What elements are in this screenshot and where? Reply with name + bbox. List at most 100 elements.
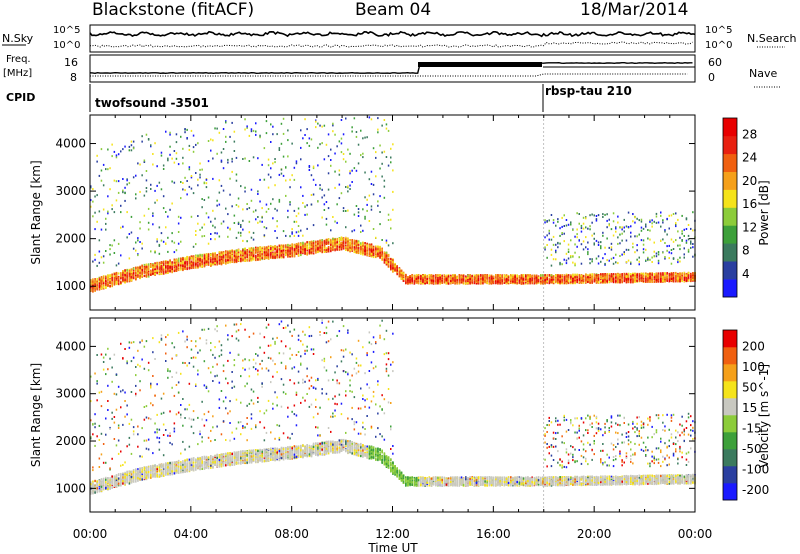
echo-cell	[274, 245, 276, 248]
echo-cell	[340, 151, 343, 154]
echo-cell	[287, 251, 289, 254]
echo-cell	[501, 282, 503, 285]
echo-cell	[184, 267, 186, 270]
echo-cell	[306, 128, 308, 131]
echo-cell	[130, 273, 133, 276]
echo-cell	[197, 215, 199, 217]
echo-cell	[270, 123, 272, 126]
echo-cell	[495, 274, 497, 277]
echo-cell	[400, 271, 403, 274]
echo-cell	[430, 274, 433, 277]
echo-cell	[300, 246, 302, 249]
echo-cell	[323, 243, 326, 247]
echo-cell	[482, 274, 484, 277]
echo-cell	[454, 282, 456, 285]
echo-cell	[325, 239, 328, 242]
echo-cell	[98, 239, 101, 242]
echo-cell	[171, 263, 173, 266]
cpid-label: CPID	[6, 91, 35, 104]
echo-cell	[240, 255, 242, 258]
echo-cell	[120, 150, 122, 153]
echo-cell	[207, 261, 210, 264]
echo-cell	[390, 264, 392, 267]
echo-cell	[387, 244, 390, 247]
echo-cell	[291, 174, 293, 177]
echo-cell	[231, 252, 233, 255]
echo-cell	[233, 260, 236, 263]
echo-cell	[308, 242, 311, 245]
echo-cell	[377, 200, 379, 203]
echo-cell	[199, 262, 201, 265]
echo-cell	[156, 184, 158, 187]
echo-cell	[98, 261, 101, 264]
echo-cell	[195, 243, 197, 246]
echo-cell	[242, 208, 244, 211]
echo-cell	[145, 187, 148, 189]
echo-cell	[270, 252, 272, 255]
echo-cell	[128, 233, 131, 235]
echo-cell	[372, 183, 375, 186]
echo-cell	[201, 265, 203, 268]
echo-cell	[214, 127, 216, 130]
echo-cell	[188, 148, 191, 151]
echo-cell	[205, 262, 208, 266]
echo-cell	[216, 199, 218, 202]
echo-cell	[379, 144, 381, 147]
echo-cell	[282, 117, 285, 120]
summary-panels: N.Sky N.Search 10^5 10^0 10^5 10^0 Freq.…	[2, 24, 797, 112]
echo-cell	[291, 232, 293, 235]
echo-cell	[392, 190, 394, 193]
echo-cell	[175, 260, 178, 264]
echo-cell	[503, 274, 506, 277]
echo-cell	[96, 277, 98, 281]
echo-cell	[347, 209, 349, 212]
echo-cell	[456, 275, 458, 278]
echo-cell	[280, 244, 283, 247]
echo-cell	[370, 254, 373, 257]
echo-cell	[334, 220, 336, 223]
echo-cell	[276, 220, 278, 223]
echo-cell	[117, 153, 120, 156]
echo-cell	[351, 230, 353, 233]
echo-cell	[102, 261, 105, 264]
echo-cell	[242, 158, 244, 160]
echo-cell	[276, 133, 278, 136]
echo-cell	[165, 265, 167, 268]
echo-cell	[128, 277, 131, 280]
echo-cell	[124, 271, 126, 274]
echo-cell	[357, 249, 360, 252]
echo-cell	[137, 237, 139, 240]
echo-cell	[340, 142, 343, 145]
echo-cell	[315, 126, 317, 129]
power-points	[90, 115, 696, 310]
echo-cell	[128, 182, 131, 185]
echo-cell	[175, 263, 178, 266]
echo-cell	[366, 251, 368, 254]
echo-cell	[210, 262, 212, 265]
echo-cell	[321, 196, 323, 199]
echo-cell	[107, 212, 109, 215]
echo-cell	[252, 254, 255, 258]
echo-cell	[90, 205, 92, 208]
echo-cell	[336, 221, 338, 224]
echo-cell	[92, 278, 94, 281]
echo-cell	[100, 284, 103, 287]
echo-cell	[443, 277, 446, 280]
echo-cell	[402, 279, 405, 282]
echo-cell	[302, 137, 304, 140]
echo-cell	[250, 249, 253, 252]
echo-cell	[132, 267, 135, 270]
echo-cell	[413, 277, 416, 280]
echo-cell	[381, 254, 383, 257]
echo-cell	[102, 163, 105, 166]
echo-cell	[336, 241, 338, 244]
echo-cell	[396, 273, 398, 276]
echo-cell	[325, 143, 328, 146]
echo-cell	[248, 134, 251, 137]
echo-cell	[167, 271, 169, 274]
echo-cell	[409, 278, 411, 281]
echo-cell	[175, 141, 178, 144]
echo-cell	[368, 248, 371, 251]
echo-cell	[499, 280, 501, 283]
